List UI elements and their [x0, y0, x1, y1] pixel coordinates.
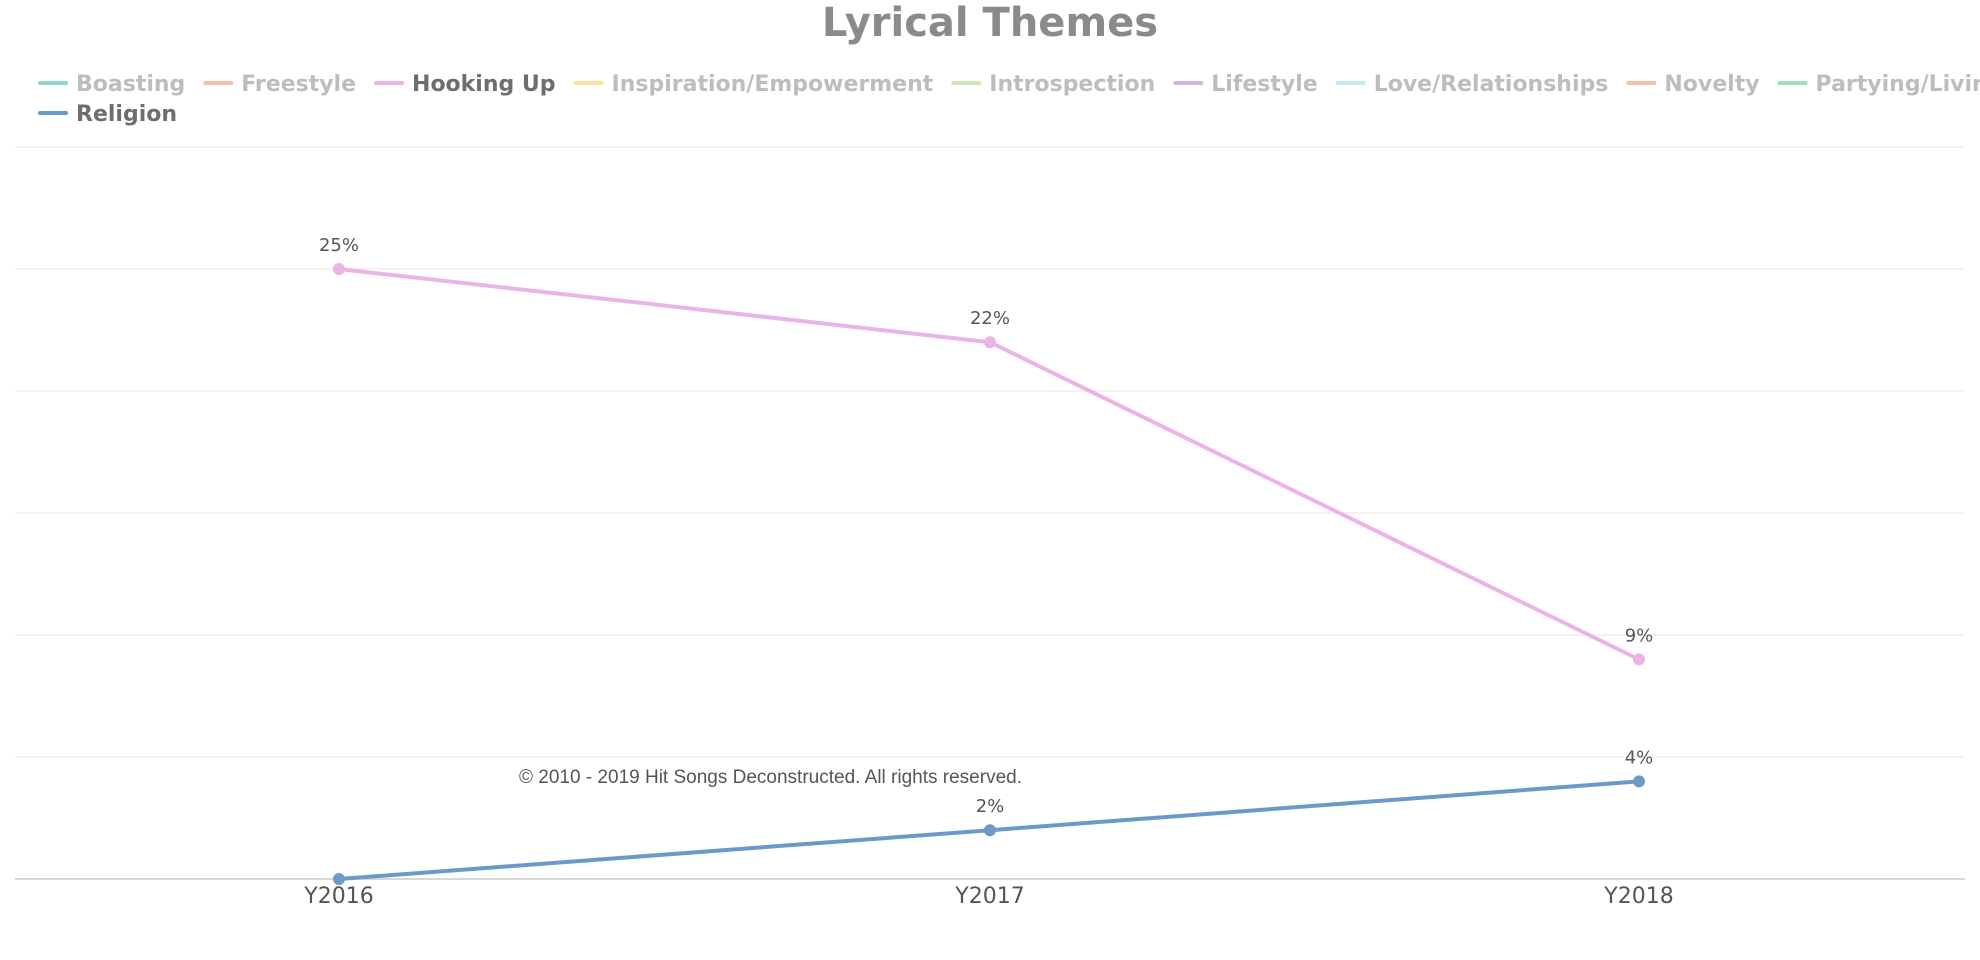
legend-label: Hooking Up	[412, 72, 556, 97]
legend-item-freestyle[interactable]: Freestyle	[203, 72, 356, 97]
data-point[interactable]	[984, 336, 996, 349]
legend-label: Lifestyle	[1211, 72, 1317, 97]
data-label: 4%	[1625, 747, 1654, 768]
data-label: 25%	[319, 235, 359, 256]
x-tick-label: Y2016	[303, 884, 373, 909]
chart-title: Lyrical Themes	[822, 0, 1158, 46]
legend-item-boasting[interactable]: Boasting	[38, 72, 185, 97]
legend-label: Novelty	[1664, 72, 1759, 97]
legend-item-novelty[interactable]: Novelty	[1626, 72, 1760, 97]
x-axis: Y2016 Y2017 Y2018	[15, 878, 1965, 909]
series-religion: 2% 4%	[333, 747, 1653, 885]
legend-label: Love/Relationships	[1374, 72, 1609, 97]
legend-item-hooking-up[interactable]: Hooking Up	[374, 72, 556, 97]
legend: Boasting Freestyle Hooking Up Inspiration/E…	[38, 72, 1980, 127]
x-tick-label: Y2017	[954, 884, 1024, 909]
data-point[interactable]	[984, 824, 996, 837]
legend-item-religion[interactable]: Religion	[38, 102, 177, 127]
data-label: 9%	[1625, 625, 1654, 646]
legend-label: Religion	[76, 102, 177, 127]
legend-item-lifestyle[interactable]: Lifestyle	[1173, 72, 1318, 97]
data-label: 22%	[970, 308, 1010, 329]
legend-label: Introspection	[989, 72, 1155, 97]
gridlines	[15, 146, 1965, 758]
legend-item-partying-living-it-up[interactable]: Partying/Living It Up	[1777, 72, 1980, 97]
legend-label: Inspiration/Empowerment	[612, 72, 934, 97]
data-label: 2%	[976, 796, 1005, 817]
data-point[interactable]	[1633, 775, 1645, 788]
x-tick-label: Y2018	[1603, 884, 1673, 909]
legend-item-love-relationships[interactable]: Love/Relationships	[1335, 72, 1609, 97]
legend-label: Partying/Living It Up	[1816, 72, 1980, 97]
series-layer: 25% 22% 9% 2% 4%	[319, 235, 1653, 885]
legend-label: Freestyle	[241, 72, 356, 97]
legend-item-introspection[interactable]: Introspection	[951, 72, 1155, 97]
data-point[interactable]	[333, 263, 345, 275]
legend-label: Boasting	[76, 72, 185, 97]
legend-item-inspiration-empowerment[interactable]: Inspiration/Empowerment	[573, 72, 934, 97]
data-point[interactable]	[333, 873, 345, 885]
data-point[interactable]	[1633, 653, 1645, 666]
copyright-credit: © 2010 - 2019 Hit Songs Deconstructed. A…	[519, 767, 1022, 788]
series-hooking-up: 25% 22% 9%	[319, 235, 1654, 666]
